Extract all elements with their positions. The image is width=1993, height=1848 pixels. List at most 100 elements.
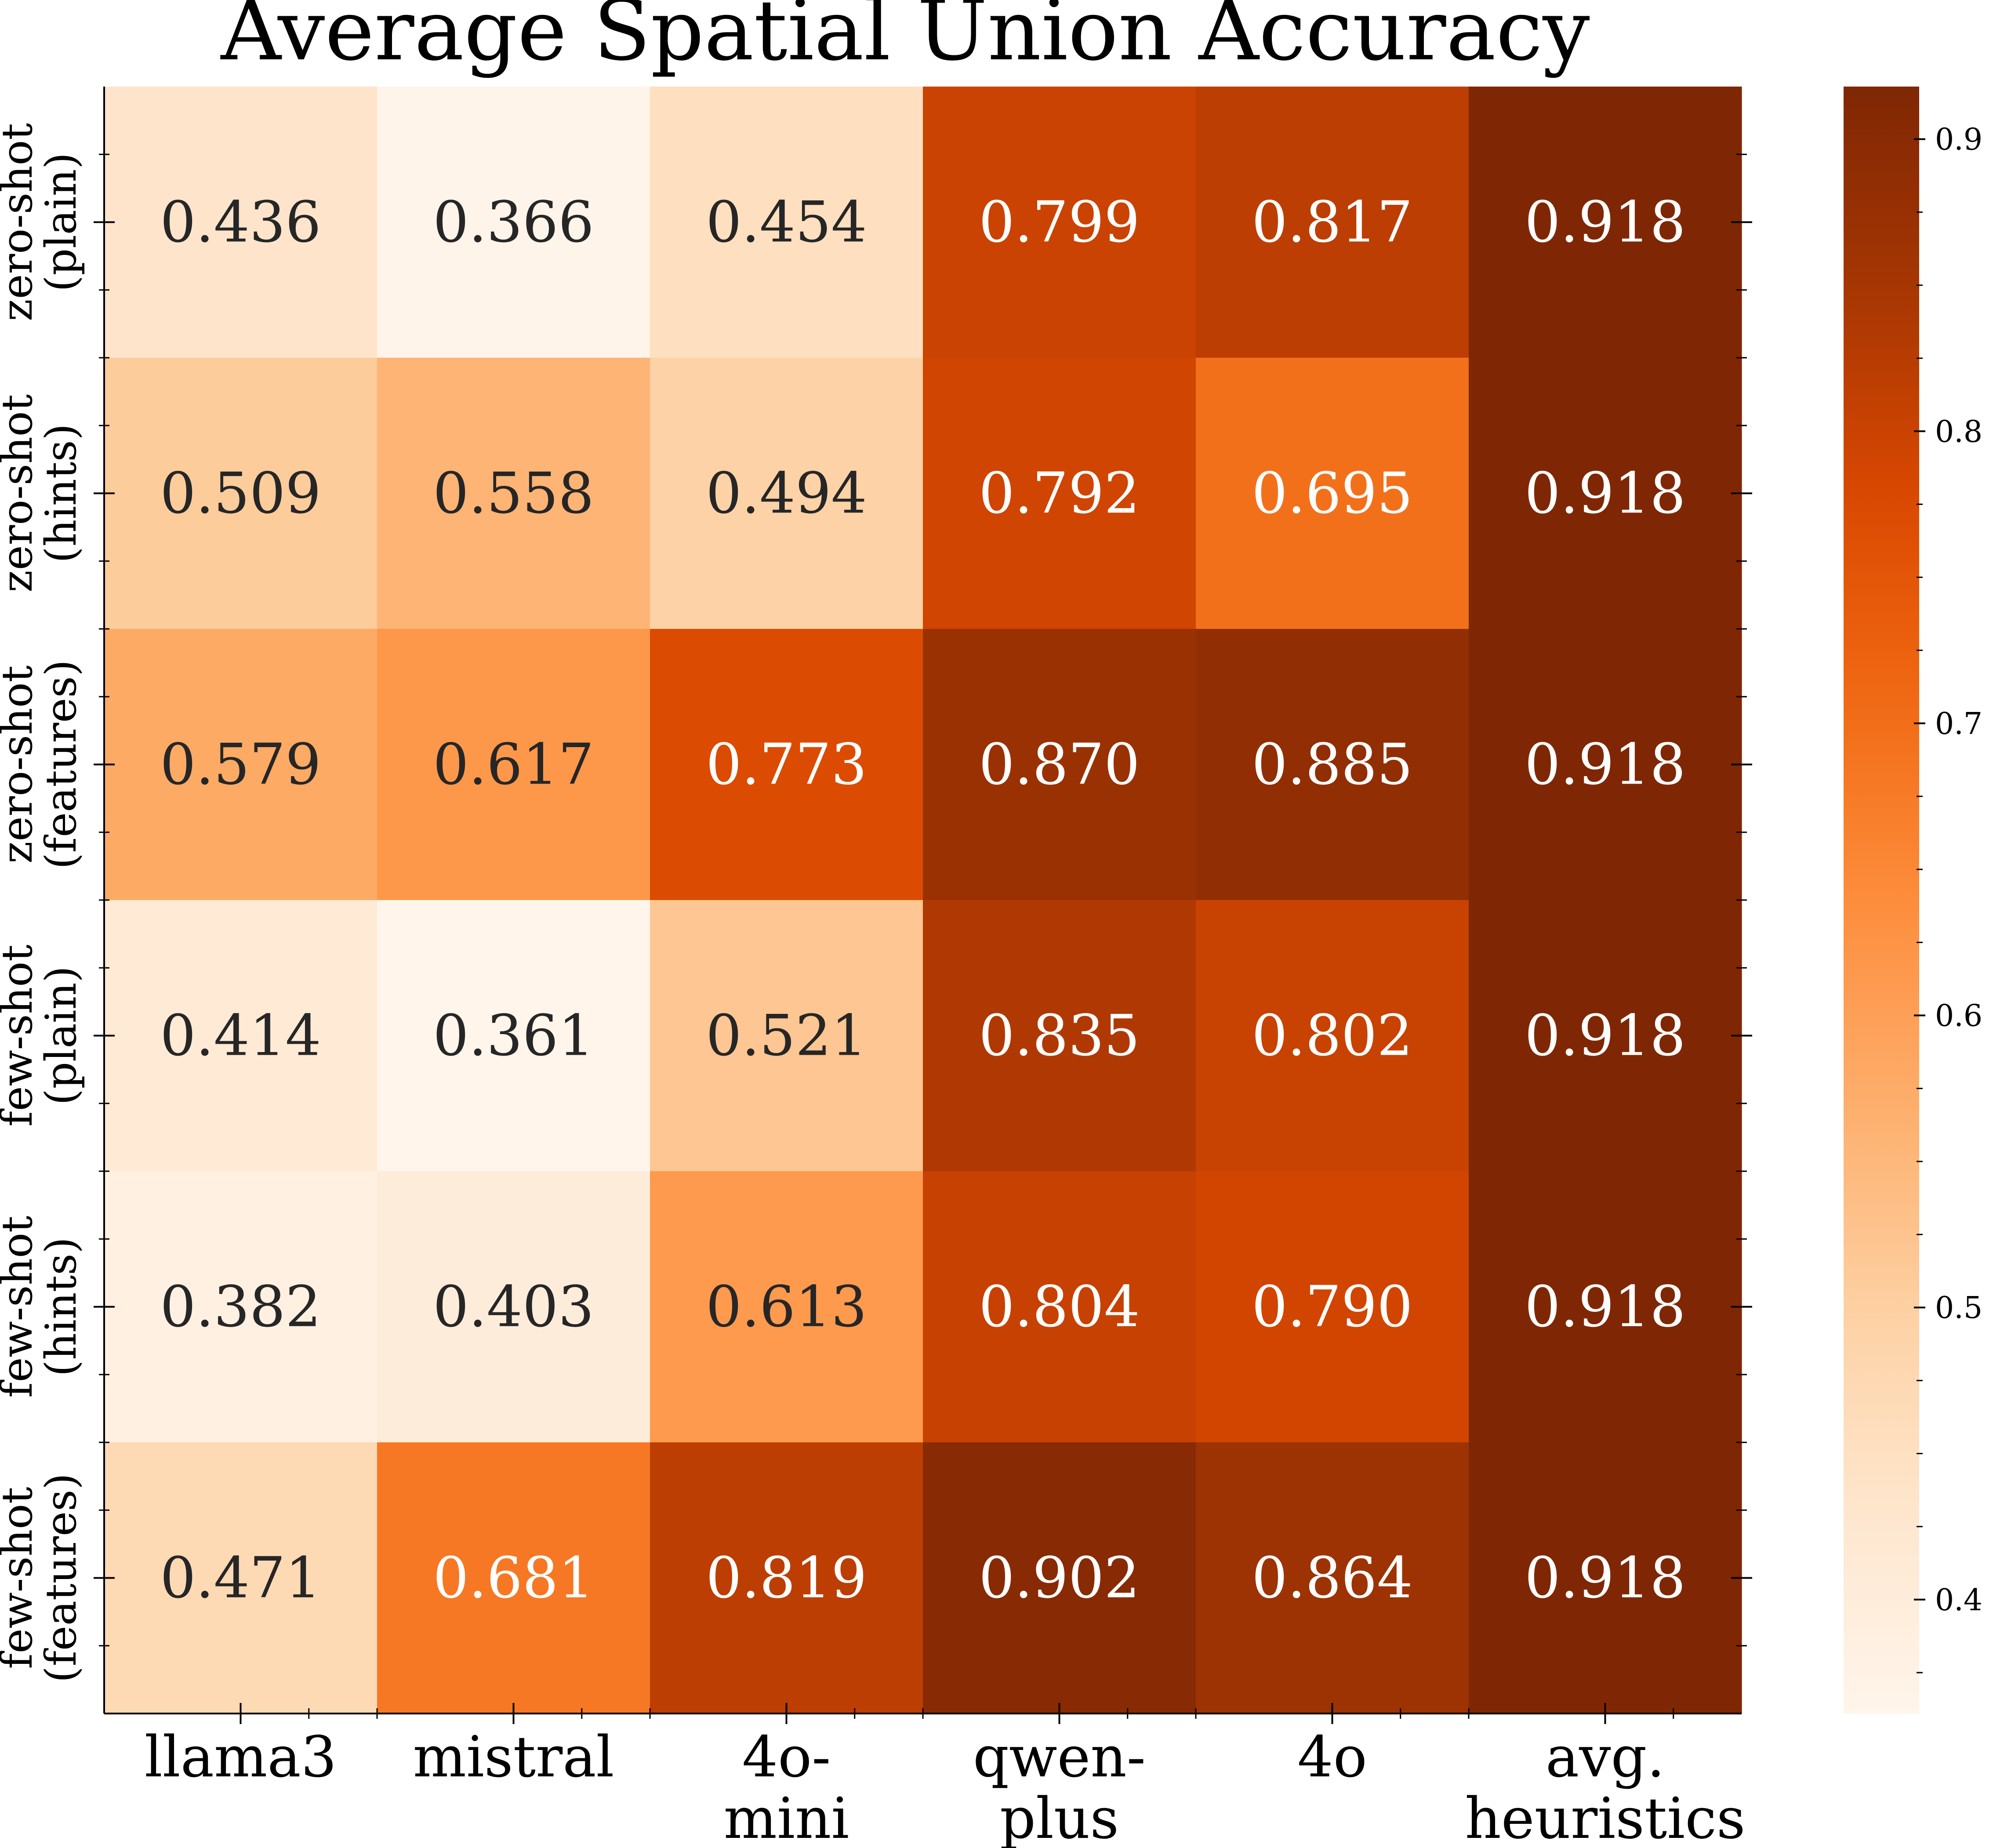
cell-value-label: 0.918 xyxy=(1525,190,1685,255)
heatmap-cell xyxy=(1469,87,1742,358)
heatmap-cell xyxy=(923,629,1196,900)
cell-value-label: 0.918 xyxy=(1525,732,1685,798)
x-tick-label: mini xyxy=(724,1786,849,1848)
cell-value-label: 0.403 xyxy=(433,1274,594,1340)
colorbar: 0.4 0.5 0.6 0.7 0.8 0.9 xyxy=(1844,87,1982,1714)
x-tick-label: llama3 xyxy=(145,1725,337,1790)
cell-value-label: 0.494 xyxy=(706,461,867,526)
heatmap-cell xyxy=(650,900,923,1172)
cells-layer xyxy=(104,87,1742,1714)
cell-value-label: 0.414 xyxy=(160,1003,321,1069)
colorbar-tick-label: 0.8 xyxy=(1935,414,1982,449)
heatmap-cell xyxy=(104,87,378,358)
cell-value-label: 0.773 xyxy=(706,732,867,798)
heatmap-cell xyxy=(923,900,1196,1172)
heatmap-cell xyxy=(104,900,378,1172)
cell-value-label: 0.792 xyxy=(979,461,1140,526)
heatmap-cell xyxy=(1196,1171,1469,1443)
heatmap-cell xyxy=(923,1442,1196,1714)
heatmap-cell xyxy=(1469,1171,1742,1443)
colorbar-tick-label: 0.9 xyxy=(1935,123,1982,157)
heatmap-cell xyxy=(1196,1442,1469,1714)
y-tick-label: few-shot xyxy=(0,944,42,1126)
cell-value-label: 0.617 xyxy=(433,732,594,798)
cell-value-label: 0.521 xyxy=(706,1003,867,1069)
heatmap-cell xyxy=(650,87,923,358)
heatmap-cell xyxy=(923,1171,1196,1443)
y-tick-label: zero-shot xyxy=(0,394,42,592)
heatmap-cell xyxy=(377,1442,650,1714)
colorbar-gradient xyxy=(1844,87,1919,1714)
cell-labels-layer: 0.436 0.366 0.454 0.799 0.817 0.918 0.509 0.558… xyxy=(160,190,1685,1611)
heatmap-cell xyxy=(1469,358,1742,629)
heatmap-cell xyxy=(1469,629,1742,900)
cell-value-label: 0.579 xyxy=(160,732,321,798)
cell-value-label: 0.918 xyxy=(1525,1546,1685,1611)
heatmap-cell xyxy=(1196,900,1469,1172)
x-tick-label: 4o xyxy=(1297,1725,1367,1790)
heatmap-cell xyxy=(104,358,378,629)
colorbar-tick-label: 0.5 xyxy=(1935,1291,1982,1325)
x-tick-label: 4o- xyxy=(742,1725,831,1790)
y-tick-label: (hints) xyxy=(36,424,86,563)
heatmap-cell xyxy=(1469,900,1742,1172)
heatmap-cell xyxy=(1196,358,1469,629)
cell-value-label: 0.802 xyxy=(1252,1003,1412,1069)
cell-value-label: 0.436 xyxy=(160,190,321,255)
y-tick-label: zero-shot xyxy=(0,123,42,321)
y-tick-label: (features) xyxy=(36,660,86,869)
colorbar-tick-label: 0.7 xyxy=(1935,707,1982,741)
cell-value-label: 0.613 xyxy=(706,1274,867,1340)
axes-layer: llama3 mistral 4o-mini qwen-plus 4o avg.heuri… xyxy=(0,87,1752,1848)
x-tick-label: avg. xyxy=(1546,1725,1665,1790)
heatmap-cell xyxy=(377,1171,650,1443)
cell-value-label: 0.885 xyxy=(1252,732,1412,798)
colorbar-tick-label: 0.4 xyxy=(1935,1583,1982,1618)
heatmap-cell xyxy=(1196,629,1469,900)
cell-value-label: 0.870 xyxy=(979,732,1140,798)
cell-value-label: 0.804 xyxy=(979,1274,1140,1340)
cell-value-label: 0.695 xyxy=(1252,461,1412,526)
y-tick-label: zero-shot xyxy=(0,665,42,864)
heatmap-cell xyxy=(650,1171,923,1443)
y-tick-label: few-shot xyxy=(0,1216,42,1398)
y-tick-label: (features) xyxy=(36,1473,86,1683)
x-tick-label: plus xyxy=(1000,1786,1119,1848)
cell-value-label: 0.819 xyxy=(706,1546,867,1611)
heatmap-cell xyxy=(377,87,650,358)
heatmap-cell xyxy=(1196,87,1469,358)
cell-value-label: 0.558 xyxy=(433,461,594,526)
cell-value-label: 0.681 xyxy=(433,1546,594,1611)
heatmap-cell xyxy=(377,629,650,900)
y-tick-label: few-shot xyxy=(0,1487,42,1669)
x-tick-label: heuristics xyxy=(1465,1786,1745,1848)
cell-value-label: 0.366 xyxy=(433,190,594,255)
y-tick-label: (plain) xyxy=(36,966,86,1105)
heatmap-cell xyxy=(104,1171,378,1443)
heatmap-cell xyxy=(650,358,923,629)
y-tick-label: (hints) xyxy=(36,1237,86,1376)
heatmap-cell xyxy=(104,629,378,900)
cell-value-label: 0.361 xyxy=(433,1003,594,1069)
heatmap-cell xyxy=(923,358,1196,629)
cell-value-label: 0.790 xyxy=(1252,1274,1412,1340)
cell-value-label: 0.454 xyxy=(706,190,867,255)
cell-value-label: 0.835 xyxy=(979,1003,1140,1069)
cell-value-label: 0.918 xyxy=(1525,1274,1685,1340)
cell-value-label: 0.902 xyxy=(979,1546,1140,1611)
cell-value-label: 0.799 xyxy=(979,190,1140,255)
x-tick-label: mistral xyxy=(413,1725,614,1790)
x-tick-label: qwen- xyxy=(973,1725,1146,1790)
heatmap-cell xyxy=(923,87,1196,358)
heatmap-cell xyxy=(104,1442,378,1714)
y-tick-label: (plain) xyxy=(36,152,86,292)
cell-value-label: 0.918 xyxy=(1525,461,1685,526)
heatmap-cell xyxy=(650,629,923,900)
cell-value-label: 0.817 xyxy=(1252,190,1412,255)
heatmap-cell xyxy=(377,900,650,1172)
cell-value-label: 0.382 xyxy=(160,1274,321,1340)
heatmap-cell xyxy=(377,358,650,629)
chart-title: Average Spatial Union Accuracy xyxy=(220,0,1590,79)
cell-value-label: 0.864 xyxy=(1252,1546,1412,1611)
